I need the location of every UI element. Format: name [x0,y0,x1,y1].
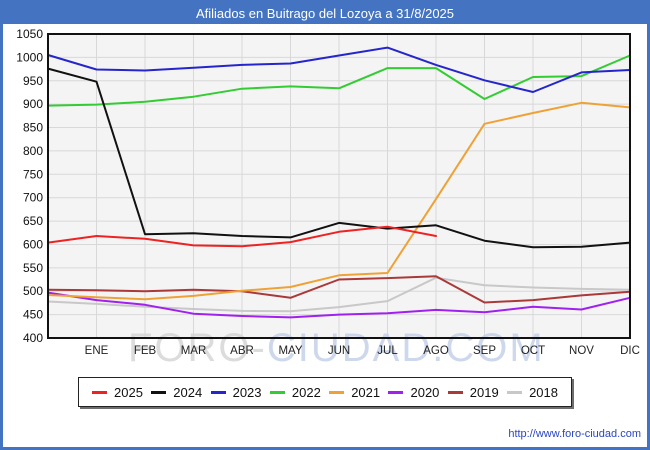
y-axis-label: 900 [23,97,43,111]
series-line-2023 [47,46,631,93]
legend-swatch-2019 [447,390,463,394]
y-axis-label: 750 [23,167,43,181]
y-axis-label: 500 [23,284,43,298]
series-line-2024 [47,67,631,249]
y-axis-label: 600 [23,237,43,251]
legend-item-2025: 2025 [92,385,143,400]
y-axis-label: 450 [23,308,43,322]
y-axis-label: 550 [23,261,43,275]
y-axis-label: 1000 [16,50,43,64]
plot-border [47,33,631,339]
x-axis-label: OCT [521,345,545,357]
legend-item-2018: 2018 [507,385,558,400]
x-axis-label: DIC [620,345,640,357]
x-axis-label: NOV [569,345,594,357]
legend-label-2023: 2023 [232,384,262,400]
y-axis-label: 400 [23,331,43,345]
x-axis-label: JUL [377,345,398,357]
series-line-2022 [47,54,631,107]
x-axis-label: SEP [473,345,496,357]
legend-swatch-2020 [388,390,404,394]
legend-label-2022: 2022 [291,384,321,400]
legend-item-2019: 2019 [447,384,499,400]
x-axis-label: JUN [328,345,350,357]
legend-item-2023: 2023 [210,384,262,400]
legend-swatch-2024 [151,390,167,394]
x-axis-label: MAY [278,345,302,357]
y-axis-label: 800 [23,144,43,158]
legend-item-2020: 2020 [388,385,439,400]
x-axis-label: ENE [85,345,109,357]
foro-ciudad-link[interactable]: http://www.foro-ciudad.com [508,428,641,440]
series-line-2019 [47,275,631,304]
legend-item-2021: 2021 [329,385,380,400]
legend-item-2022: 2022 [269,384,321,400]
chart-title: Afiliados en Buitrago del Lozoya a 31/8/… [3,3,647,24]
series-line-2021 [47,101,631,301]
legend: 2025 2024 2023 2022 2021 2020 2019 2018 [78,377,572,407]
y-axis-label: 700 [23,191,43,205]
legend-swatch-2021 [329,390,345,394]
legend-label-2018: 2018 [529,384,558,400]
legend-label-2025: 2025 [114,384,143,400]
series-line-2018 [47,276,631,313]
y-axis-label: 650 [23,214,43,228]
legend-swatch-2023 [210,390,226,394]
legend-swatch-2022 [269,390,285,394]
foro-ciudad-watermark: FORO-CIUDAD.COM [128,326,545,370]
y-axis-label: 1050 [16,27,43,41]
y-axis-label: 850 [23,121,43,135]
legend-swatch-2025 [92,390,107,394]
x-axis-label: ABR [230,345,254,357]
x-axis-label: FEB [134,345,157,357]
legend-label-2020: 2020 [410,384,440,400]
y-axis-label: 950 [23,74,43,88]
legend-label-2019: 2019 [469,384,499,400]
legend-label-2024: 2024 [173,384,203,400]
legend-swatch-2018 [507,390,523,394]
series-line-2020 [47,291,631,319]
x-axis-label: AGO [423,345,449,357]
series-line-2025 [47,225,437,248]
legend-item-2024: 2024 [151,385,202,400]
x-axis-label: MAR [181,345,207,357]
legend-label-2021: 2021 [351,384,381,400]
affiliation-line-chart: FORO-CIUDAD.COM 1050 1000 950 900 850 800 750 70… [16,27,640,370]
